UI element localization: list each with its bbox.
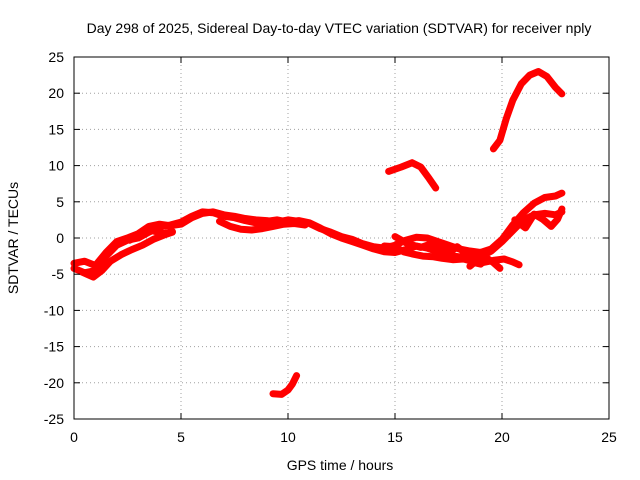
x-tick-label: 25 (601, 429, 617, 445)
y-tick-label: 20 (48, 85, 64, 101)
series-track-5 (216, 217, 309, 234)
y-tick-label: 5 (56, 194, 64, 210)
series-track-4 (126, 225, 176, 244)
series-track-6 (380, 242, 523, 269)
series-track-3 (76, 228, 176, 281)
series-track-11 (269, 372, 301, 398)
y-tick-label: 10 (48, 158, 64, 174)
x-tick-label: 0 (70, 429, 78, 445)
y-tick-label: 15 (48, 121, 64, 137)
y-tick-label: 25 (48, 49, 64, 65)
chart-title: Day 298 of 2025, Sidereal Day-to-day VTE… (87, 20, 592, 36)
x-tick-label: 5 (177, 429, 185, 445)
x-tick-label: 15 (387, 429, 403, 445)
x-tick-labels: 0 5 10 15 20 25 (70, 429, 617, 445)
series-track-8 (391, 233, 478, 261)
y-tick-label: -5 (52, 266, 65, 282)
x-tick-label: 20 (494, 429, 510, 445)
y-tick-label: -25 (44, 411, 64, 427)
y-axis-label: SDTVAR / TECUs (5, 182, 21, 294)
y-tick-label: -20 (44, 375, 64, 391)
y-tick-label: -15 (44, 339, 64, 355)
series-track-12 (511, 205, 566, 232)
y-tick-label: 0 (56, 230, 64, 246)
series-track-9 (385, 159, 440, 192)
y-tick-labels: -25 -20 -15 -10 -5 0 5 10 15 20 25 (44, 49, 64, 427)
y-tick-label: -10 (44, 302, 64, 318)
x-axis-label: GPS time / hours (287, 457, 394, 473)
tick-marks (73, 56, 610, 420)
series-track-7 (466, 254, 504, 272)
x-tick-label: 10 (280, 429, 296, 445)
series-track-10 (489, 68, 566, 153)
series-layer (70, 68, 566, 398)
series-track-2 (70, 189, 566, 269)
